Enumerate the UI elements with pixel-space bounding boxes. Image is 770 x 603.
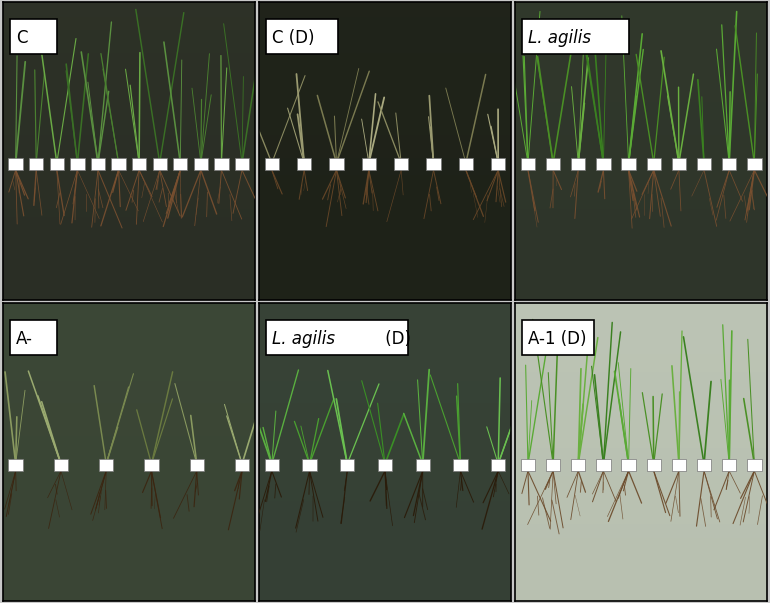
FancyBboxPatch shape <box>521 159 535 171</box>
FancyBboxPatch shape <box>454 459 467 472</box>
FancyBboxPatch shape <box>112 159 126 171</box>
FancyBboxPatch shape <box>99 459 113 472</box>
FancyBboxPatch shape <box>722 159 736 171</box>
FancyBboxPatch shape <box>49 159 64 171</box>
FancyBboxPatch shape <box>491 459 505 472</box>
Text: A-1 (D): A-1 (D) <box>528 330 587 348</box>
FancyBboxPatch shape <box>144 459 159 472</box>
FancyBboxPatch shape <box>194 159 208 171</box>
FancyBboxPatch shape <box>8 459 23 472</box>
FancyBboxPatch shape <box>10 320 57 355</box>
FancyBboxPatch shape <box>621 459 636 472</box>
FancyBboxPatch shape <box>491 159 505 171</box>
FancyBboxPatch shape <box>265 459 279 472</box>
FancyBboxPatch shape <box>266 19 338 54</box>
FancyBboxPatch shape <box>427 159 440 171</box>
FancyBboxPatch shape <box>189 459 204 472</box>
FancyBboxPatch shape <box>152 159 167 171</box>
FancyBboxPatch shape <box>362 159 376 171</box>
FancyBboxPatch shape <box>747 459 762 472</box>
FancyBboxPatch shape <box>70 159 85 171</box>
FancyBboxPatch shape <box>266 320 408 355</box>
FancyBboxPatch shape <box>265 159 279 171</box>
FancyBboxPatch shape <box>340 459 354 472</box>
FancyBboxPatch shape <box>297 159 311 171</box>
Text: C (D): C (D) <box>272 29 314 47</box>
FancyBboxPatch shape <box>671 459 686 472</box>
FancyBboxPatch shape <box>416 459 430 472</box>
FancyBboxPatch shape <box>722 459 736 472</box>
FancyBboxPatch shape <box>91 159 105 171</box>
FancyBboxPatch shape <box>394 159 408 171</box>
FancyBboxPatch shape <box>647 159 661 171</box>
FancyBboxPatch shape <box>647 459 661 472</box>
FancyBboxPatch shape <box>173 159 187 171</box>
Text: (D): (D) <box>380 330 411 348</box>
FancyBboxPatch shape <box>522 320 594 355</box>
FancyBboxPatch shape <box>571 459 585 472</box>
FancyBboxPatch shape <box>132 159 146 171</box>
FancyBboxPatch shape <box>546 459 561 472</box>
FancyBboxPatch shape <box>303 459 316 472</box>
FancyBboxPatch shape <box>330 159 343 171</box>
FancyBboxPatch shape <box>214 159 229 171</box>
FancyBboxPatch shape <box>697 159 711 171</box>
FancyBboxPatch shape <box>378 459 392 472</box>
FancyBboxPatch shape <box>54 459 68 472</box>
Text: C: C <box>15 29 27 47</box>
FancyBboxPatch shape <box>8 159 23 171</box>
FancyBboxPatch shape <box>596 159 611 171</box>
FancyBboxPatch shape <box>546 159 561 171</box>
Text: L. agilis: L. agilis <box>272 330 335 348</box>
FancyBboxPatch shape <box>459 159 473 171</box>
FancyBboxPatch shape <box>522 19 629 54</box>
Text: A-: A- <box>15 330 32 348</box>
FancyBboxPatch shape <box>621 159 636 171</box>
FancyBboxPatch shape <box>521 459 535 472</box>
FancyBboxPatch shape <box>697 459 711 472</box>
Text: L. agilis: L. agilis <box>528 29 591 47</box>
FancyBboxPatch shape <box>235 159 249 171</box>
FancyBboxPatch shape <box>571 159 585 171</box>
FancyBboxPatch shape <box>671 159 686 171</box>
FancyBboxPatch shape <box>10 19 57 54</box>
FancyBboxPatch shape <box>29 159 43 171</box>
FancyBboxPatch shape <box>235 459 249 472</box>
FancyBboxPatch shape <box>747 159 762 171</box>
FancyBboxPatch shape <box>596 459 611 472</box>
